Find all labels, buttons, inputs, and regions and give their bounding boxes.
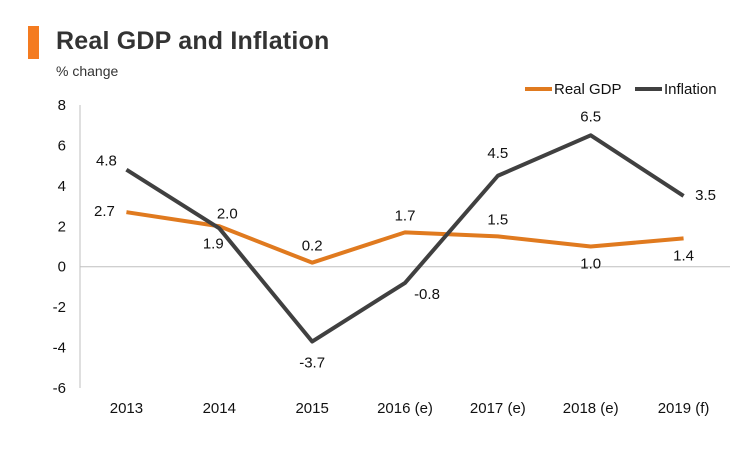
- y-tick-label: -4: [53, 340, 66, 357]
- y-tick-label: -2: [53, 299, 66, 316]
- data-label-inflation: 4.5: [487, 145, 508, 162]
- y-tick-label: 8: [58, 97, 66, 114]
- x-tick-label: 2016 (e): [377, 400, 433, 417]
- y-tick-label: 6: [58, 137, 66, 154]
- title-accent-bar: [28, 26, 39, 59]
- x-tick-label: 2013: [110, 400, 143, 417]
- data-label-inflation: -3.7: [299, 355, 325, 372]
- data-label-real-gdp: 0.2: [302, 238, 323, 255]
- data-label-inflation: -0.8: [414, 286, 440, 303]
- x-tick-label: 2018 (e): [563, 400, 619, 417]
- x-tick-label: 2014: [203, 400, 236, 417]
- chart-subtitle: % change: [56, 63, 119, 79]
- chart-title: Real GDP and Inflation: [56, 27, 330, 55]
- x-tick-label: 2017 (e): [470, 400, 526, 417]
- data-label-inflation: 3.5: [695, 187, 716, 204]
- data-label-inflation: 6.5: [580, 108, 601, 125]
- y-tick-label: -6: [53, 380, 66, 397]
- y-tick-label: 2: [58, 218, 66, 235]
- x-tick-label: 2019 (f): [658, 400, 710, 417]
- data-label-real-gdp: 1.4: [673, 247, 694, 264]
- data-label-real-gdp: 2.7: [94, 203, 115, 220]
- data-label-real-gdp: 1.5: [487, 211, 508, 228]
- x-tick-label: 2015: [295, 400, 328, 417]
- data-label-real-gdp: 1.0: [580, 256, 601, 273]
- data-label-inflation: 4.8: [96, 153, 117, 170]
- data-label-real-gdp: 2.0: [217, 205, 238, 222]
- y-tick-label: 4: [58, 178, 66, 195]
- legend-real-gdp-label: Real GDP: [554, 81, 622, 98]
- data-label-real-gdp: 1.7: [395, 207, 416, 224]
- y-tick-label: 0: [58, 259, 66, 276]
- data-label-inflation: 1.9: [203, 235, 224, 252]
- series-line-inflation: [125, 133, 685, 344]
- legend-inflation-label: Inflation: [664, 81, 717, 98]
- legend: Real GDP Inflation: [525, 81, 717, 98]
